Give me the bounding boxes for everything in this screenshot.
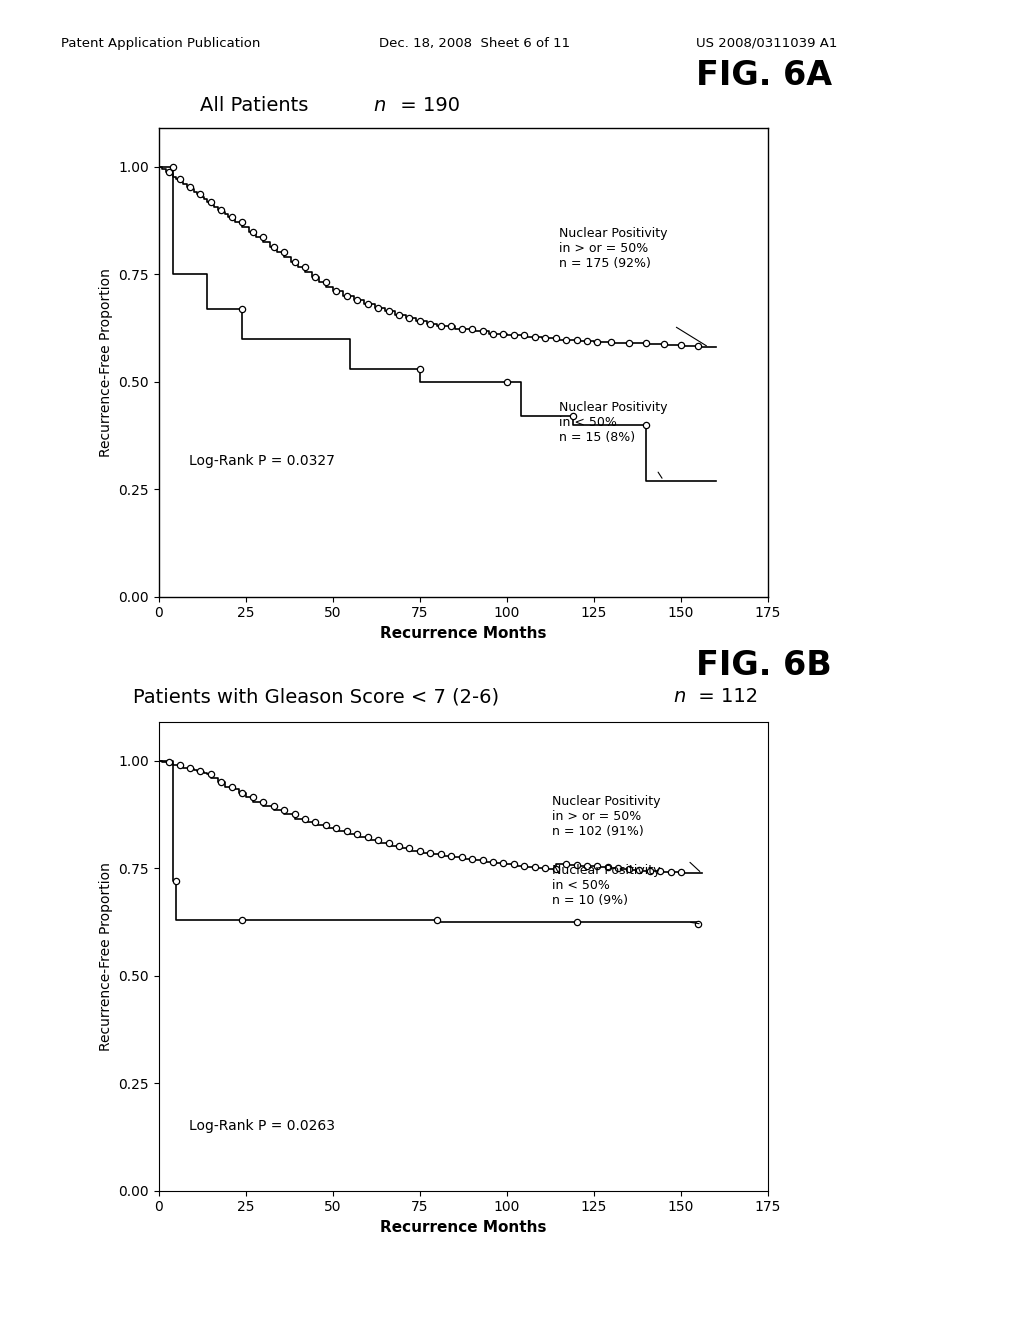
Text: FIG. 6B: FIG. 6B xyxy=(696,649,833,682)
X-axis label: Recurrence Months: Recurrence Months xyxy=(380,626,547,642)
Text: Nuclear Positivity
in > or = 50%
n = 102 (91%): Nuclear Positivity in > or = 50% n = 102… xyxy=(552,795,660,838)
Text: FIG. 6A: FIG. 6A xyxy=(696,59,833,92)
Text: Log-Rank P = 0.0327: Log-Rank P = 0.0327 xyxy=(189,454,335,469)
Text: Nuclear Positivity
in < 50%
n = 15 (8%): Nuclear Positivity in < 50% n = 15 (8%) xyxy=(559,401,668,444)
Text: Patients with Gleason Score < 7 (2-6): Patients with Gleason Score < 7 (2-6) xyxy=(133,688,506,706)
Text: Dec. 18, 2008  Sheet 6 of 11: Dec. 18, 2008 Sheet 6 of 11 xyxy=(379,37,570,50)
Text: All Patients: All Patients xyxy=(200,96,314,115)
Text: n: n xyxy=(674,688,686,706)
Text: Nuclear Positivity
in < 50%
n = 10 (9%): Nuclear Positivity in < 50% n = 10 (9%) xyxy=(552,863,660,907)
Text: Nuclear Positivity
in > or = 50%
n = 175 (92%): Nuclear Positivity in > or = 50% n = 175… xyxy=(559,227,668,269)
Text: US 2008/0311039 A1: US 2008/0311039 A1 xyxy=(696,37,838,50)
Text: Patent Application Publication: Patent Application Publication xyxy=(61,37,261,50)
Text: Log-Rank P = 0.0263: Log-Rank P = 0.0263 xyxy=(189,1119,335,1133)
Text: = 112: = 112 xyxy=(692,688,759,706)
Text: = 190: = 190 xyxy=(394,96,460,115)
Y-axis label: Recurrence-Free Proportion: Recurrence-Free Proportion xyxy=(98,862,113,1051)
X-axis label: Recurrence Months: Recurrence Months xyxy=(380,1220,547,1236)
Text: n: n xyxy=(374,96,386,115)
Y-axis label: Recurrence-Free Proportion: Recurrence-Free Proportion xyxy=(98,268,113,457)
